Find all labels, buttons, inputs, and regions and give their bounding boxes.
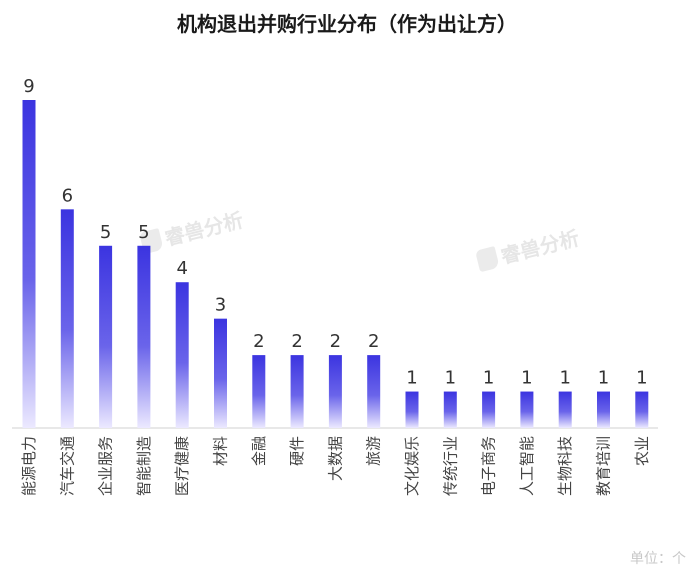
bar-16 xyxy=(635,391,649,428)
category-label-1: 汽车交通 xyxy=(58,436,76,496)
category-label-16: 农业 xyxy=(633,436,651,466)
value-label-5: 3 xyxy=(215,295,226,316)
category-label-13: 人工智能 xyxy=(518,436,536,496)
bar-2 xyxy=(99,245,113,428)
bar-8 xyxy=(328,355,342,428)
category-label-8: 大数据 xyxy=(326,436,344,481)
category-label-10: 文化娱乐 xyxy=(403,436,421,496)
value-label-10: 1 xyxy=(406,368,417,389)
value-label-7: 2 xyxy=(291,331,302,352)
category-label-9: 旅游 xyxy=(365,436,383,466)
value-label-4: 4 xyxy=(176,258,187,279)
category-label-2: 企业服务 xyxy=(97,436,115,496)
value-label-3: 5 xyxy=(138,222,149,243)
category-label-15: 教育培训 xyxy=(595,436,613,496)
bar-15 xyxy=(597,391,610,428)
category-label-11: 传统行业 xyxy=(441,436,459,496)
bar-7 xyxy=(290,355,304,428)
bar-11 xyxy=(443,391,457,428)
category-label-0: 能源电力 xyxy=(20,436,38,496)
value-label-2: 5 xyxy=(100,222,111,243)
category-label-3: 智能制造 xyxy=(135,436,153,496)
value-label-12: 1 xyxy=(483,368,494,389)
bar-9 xyxy=(367,355,381,428)
category-label-5: 材料 xyxy=(212,436,230,466)
bar-5 xyxy=(214,318,227,428)
bar-13 xyxy=(520,391,534,428)
bars-group xyxy=(22,100,649,428)
value-label-14: 1 xyxy=(559,368,570,389)
category-labels-group: 能源电力 汽车交通 企业服务 智能制造 医疗健康 材料 金融 硬件 大数据 旅游 文化娱乐 传统行业 电… xyxy=(20,436,651,496)
category-label-6: 金融 xyxy=(250,436,268,466)
value-label-16: 1 xyxy=(636,368,647,389)
value-label-6: 2 xyxy=(253,331,264,352)
category-label-12: 电子商务 xyxy=(480,436,498,496)
bar-1 xyxy=(60,209,74,428)
value-label-15: 1 xyxy=(598,368,609,389)
category-label-14: 生物科技 xyxy=(556,436,574,496)
value-label-0: 9 xyxy=(23,76,34,97)
category-label-7: 硬件 xyxy=(288,436,306,466)
bar-12 xyxy=(482,391,496,428)
chart-title: 机构退出并购行业分布（作为出让方） xyxy=(177,12,517,36)
value-label-1: 6 xyxy=(62,185,73,206)
value-label-13: 1 xyxy=(521,368,532,389)
bar-4 xyxy=(175,282,189,428)
bar-3 xyxy=(137,245,151,428)
value-labels-group: 9 6 5 5 4 3 2 2 2 2 1 1 1 1 1 1 1 xyxy=(23,76,647,389)
unit-label: 单位：个 xyxy=(630,551,686,567)
bar-10 xyxy=(405,391,419,428)
value-label-8: 2 xyxy=(330,331,341,352)
bar-14 xyxy=(558,391,572,428)
value-label-11: 1 xyxy=(445,368,456,389)
category-label-4: 医疗健康 xyxy=(173,436,191,496)
bar-0 xyxy=(22,100,36,428)
bar-6 xyxy=(252,355,266,428)
value-label-9: 2 xyxy=(368,331,379,352)
